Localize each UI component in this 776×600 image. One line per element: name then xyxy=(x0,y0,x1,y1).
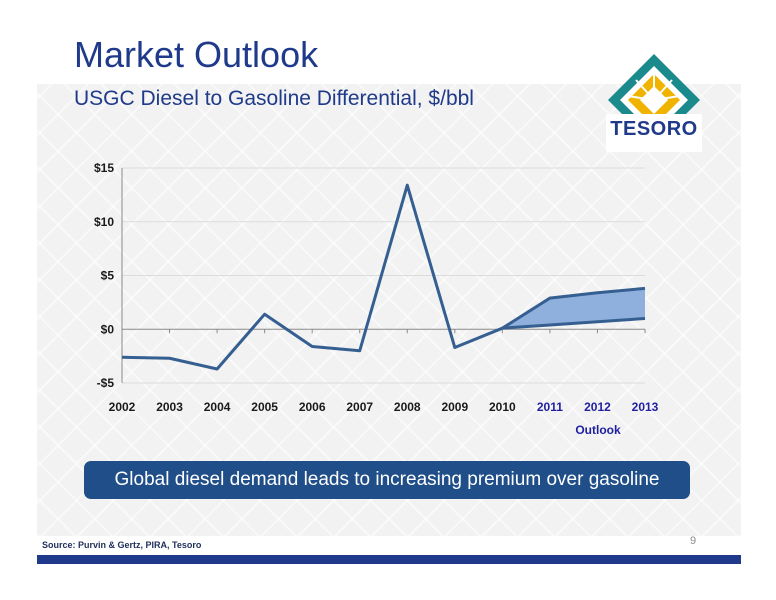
y-tick-label: $10 xyxy=(94,215,114,229)
page-number: 9 xyxy=(690,535,697,547)
logo-text: TESORO xyxy=(610,118,698,140)
y-tick-label: $15 xyxy=(94,161,114,175)
x-tick-label: 2013 xyxy=(632,400,659,414)
x-tick-label: 2010 xyxy=(489,400,516,414)
x-tick-label: 2009 xyxy=(441,400,468,414)
outlook-band-area xyxy=(502,288,645,329)
outlook-upper-line xyxy=(501,286,646,330)
chart-title: USGC Diesel to Gasoline Differential, $/… xyxy=(74,87,474,110)
x-tick-label: 2003 xyxy=(156,400,183,414)
x-tick-label: 2004 xyxy=(204,400,231,414)
y-tick-label: -$5 xyxy=(97,376,115,390)
y-tick-label: $5 xyxy=(101,269,115,283)
y-tick-label: $0 xyxy=(101,322,115,336)
x-tick-label: 2012 xyxy=(584,400,611,414)
x-tick-label: 2007 xyxy=(346,400,373,414)
x-tick-label: 2002 xyxy=(109,400,136,414)
key-message-banner: Global diesel demand leads to increasing… xyxy=(84,461,690,499)
footer-bar xyxy=(37,555,741,564)
series-line xyxy=(121,183,503,371)
x-tick-label: 2005 xyxy=(251,400,278,414)
outlook-label: Outlook xyxy=(575,423,621,437)
x-tick-label: 2006 xyxy=(299,400,326,414)
source-note: Source: Purvin & Gertz, PIRA, Tesoro xyxy=(42,540,202,550)
x-tick-label: 2011 xyxy=(537,400,563,414)
x-tick-label: 2008 xyxy=(394,400,421,414)
page-title: Market Outlook xyxy=(74,34,319,75)
outlook-lower-line xyxy=(502,317,646,330)
tesoro-logo-icon xyxy=(606,54,702,152)
